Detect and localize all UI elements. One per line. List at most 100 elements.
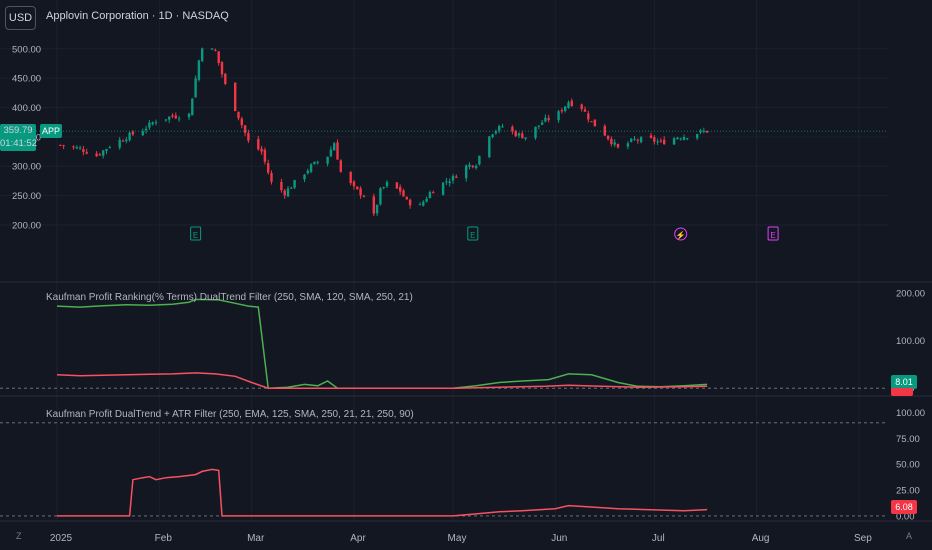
candle-body [521,133,524,139]
candle-body [75,147,78,149]
candle-body [168,116,171,120]
candle-body [224,73,227,84]
candle-body [82,149,85,152]
candle-body [630,138,633,142]
candle-body [326,156,329,164]
candle-body [201,48,204,62]
x-tick-label: 2025 [50,533,73,544]
candle-body [491,134,494,137]
candle-body [59,144,62,146]
candle-body [580,104,583,110]
candle-body [395,182,399,189]
candle-body [686,138,689,140]
candle-body [465,165,468,179]
candle-body [488,136,491,158]
price-y-tick-label: 400.00 [12,103,41,114]
indicator2-pane[interactable] [0,422,888,517]
candle-body [626,143,630,147]
candle-body [339,160,342,172]
ind1-y-tick-label: 200.00 [896,288,925,299]
candle-body [105,149,108,151]
candle-body [270,173,273,182]
ticker-badge: APP [40,124,63,139]
candle-body [663,139,666,145]
candle-body [197,60,201,80]
candle-body [511,126,514,132]
candle-body [564,106,567,111]
candle-body [214,50,217,52]
event-marker-label: E [470,231,475,240]
candle-body [148,122,151,128]
candle-body [128,132,131,141]
countdown-timer: 01:41:52 [0,138,37,150]
candle-body [293,179,296,188]
x-tick-label: Feb [155,533,173,544]
candle-body [636,139,639,141]
currency-button[interactable]: USD [5,6,36,30]
price-y-tick-label: 450.00 [12,74,41,85]
ind2-y-tick-label: 0.00 [896,511,915,522]
candle-body [696,134,699,139]
candle-body [418,204,422,206]
candle-body [408,199,412,206]
candle-body [587,113,590,120]
price-y-tick-label: 300.00 [12,162,41,173]
event-markers[interactable]: E E ⚡ E [190,226,779,241]
symbol-title[interactable]: Applovin Corporation · 1D · NASDAQ [46,10,229,22]
candle-body [432,192,435,194]
price-pane[interactable] [0,47,888,217]
candle-body [659,140,663,142]
candle-body [260,148,263,152]
candle-body [108,147,111,149]
candle-body [359,188,362,196]
indicator1-value-badge: 8.01 [891,375,917,389]
candle-body [372,196,375,214]
indicator1-pane[interactable] [0,298,888,389]
indicator2-title[interactable]: Kaufman Profit DualTrend + ATR Filter (2… [46,409,414,420]
auto-scale-icon[interactable]: A [906,531,913,541]
candle-body [514,131,517,137]
x-tick-label: Mar [247,533,265,544]
indicator-series-line [56,372,708,389]
candle-body [131,131,135,135]
candle-body [118,139,121,148]
candle-body [217,51,220,64]
candle-body [306,170,309,174]
indicator1-title[interactable]: Kaufman Profit Ranking(% Terms) DualTren… [46,292,413,303]
candle-body [336,142,339,160]
candle-body [177,118,181,120]
candle-body [544,117,547,122]
candle-body [194,78,197,98]
candle-body [78,147,82,149]
candle-body [62,145,65,147]
split-event-icon [674,227,688,241]
candle-body [501,126,504,128]
candle-body [267,163,270,173]
candle-body [164,119,168,121]
candle-body [316,162,319,164]
candle-body [705,130,709,133]
ind2-y-tick-label: 25.00 [896,486,920,497]
candle-body [187,113,191,118]
candle-body [375,204,379,214]
candle-body [451,175,455,181]
candle-body [540,122,544,125]
candle-body [613,142,616,145]
candle-body [682,137,686,140]
price-y-tick-label: 200.00 [12,220,41,231]
candle-body [547,118,550,120]
indicator2-value-badge: 6.08 [891,500,917,514]
timezone-icon[interactable]: Z [16,531,22,541]
candle-body [610,138,613,145]
candle-body [672,138,676,145]
candle-body [141,131,144,136]
event-marker-label: E [193,231,198,240]
candle-body [633,138,636,140]
candle-body [405,197,408,200]
candle-body [603,126,606,136]
price-y-tick-label: 500.00 [12,44,41,55]
candle-body [425,198,428,202]
last-price-value: 359.79 [3,125,33,137]
candle-body [290,187,293,189]
